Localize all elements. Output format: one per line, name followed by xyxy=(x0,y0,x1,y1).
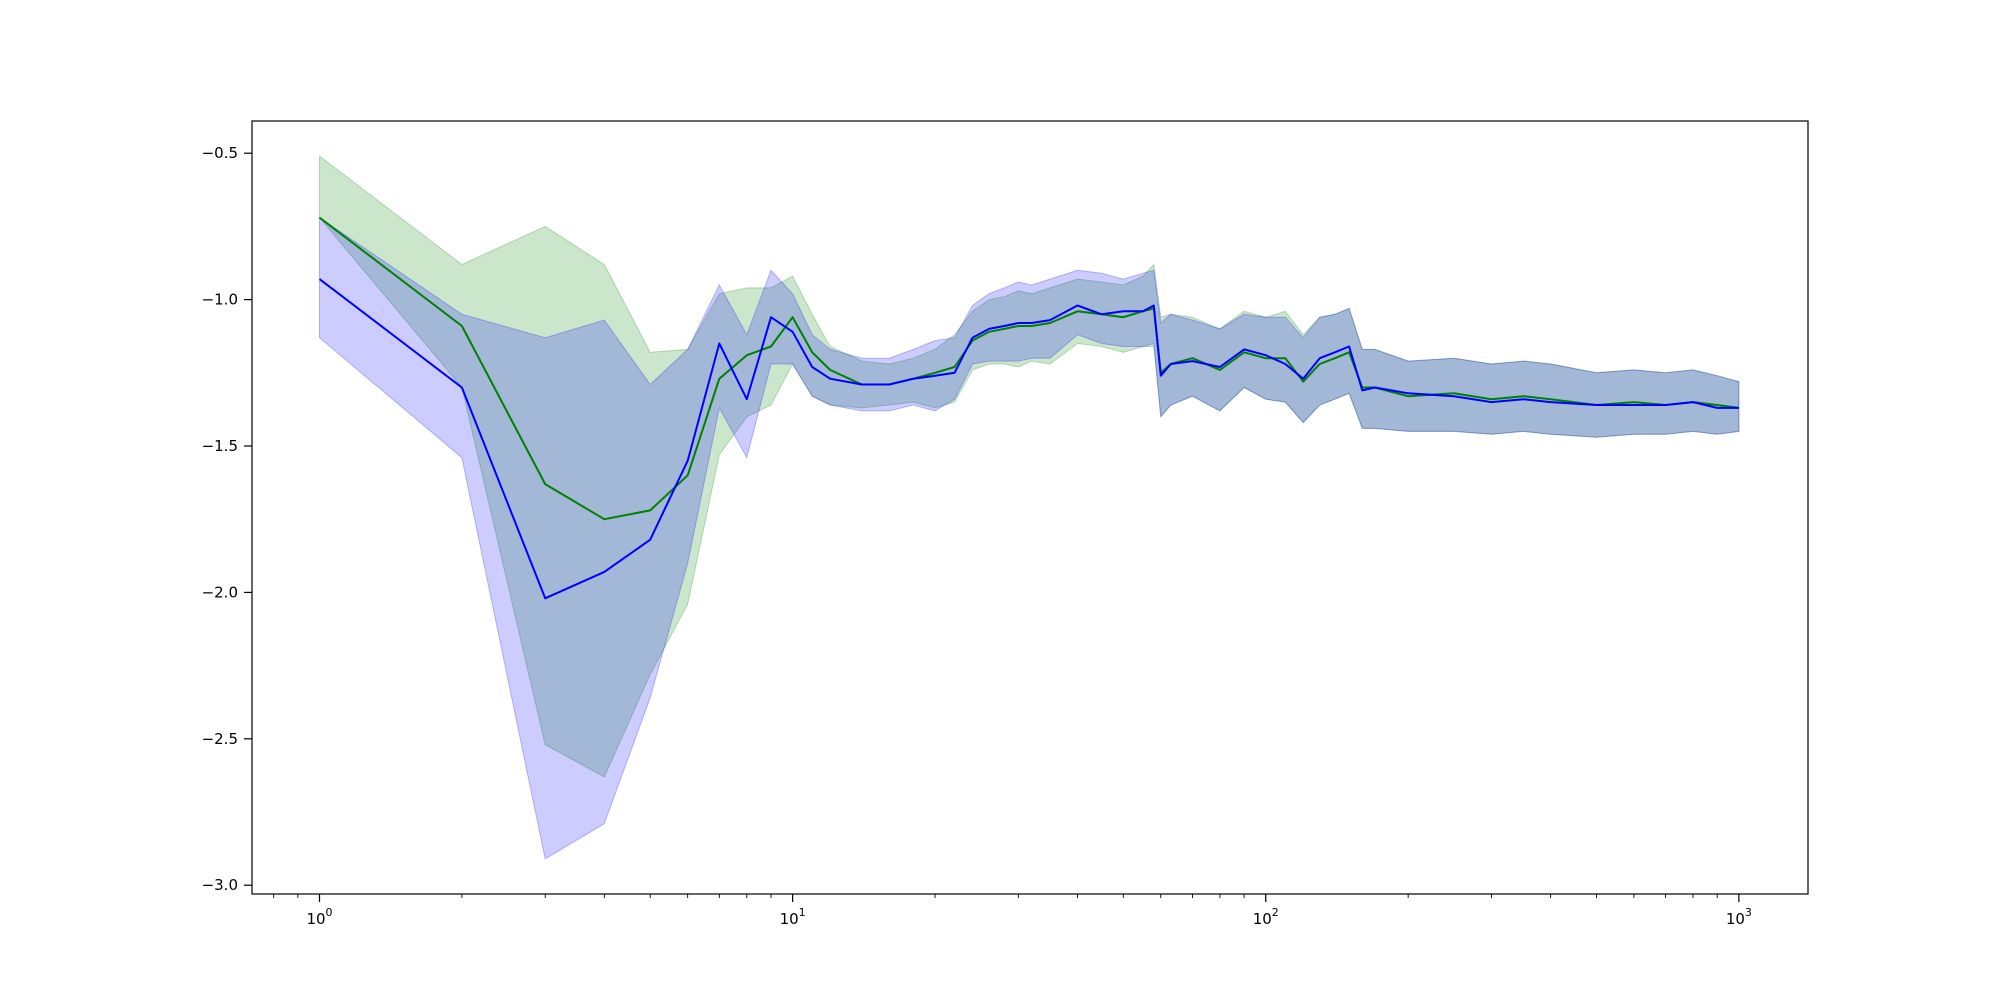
x-tick-label: 103 xyxy=(1726,906,1752,928)
y-tick-label: −1.0 xyxy=(202,291,238,309)
y-tick-label: −0.5 xyxy=(202,144,238,162)
x-tick-label: 102 xyxy=(1253,906,1279,928)
x-tick-label: 101 xyxy=(780,906,806,928)
y-tick-label: −2.5 xyxy=(202,730,238,748)
series-1-band xyxy=(319,155,1740,778)
series-1-line xyxy=(318,216,1740,521)
series-lines xyxy=(318,216,1740,600)
y-tick-label: −2.0 xyxy=(202,583,238,601)
y-axis: −0.5 −1.0 −1.5 −2.0 −2.5 −3.0 xyxy=(202,144,252,894)
plot-frame xyxy=(251,120,1809,895)
series-2-line xyxy=(318,278,1739,600)
y-tick-label: −3.0 xyxy=(202,876,238,894)
y-tick-label: −1.5 xyxy=(202,437,238,455)
x-tick-label: 100 xyxy=(306,906,332,928)
x-axis: 100 101 102 103 xyxy=(273,894,1752,928)
series-2-band xyxy=(319,216,1740,860)
confidence-bands xyxy=(319,155,1740,860)
